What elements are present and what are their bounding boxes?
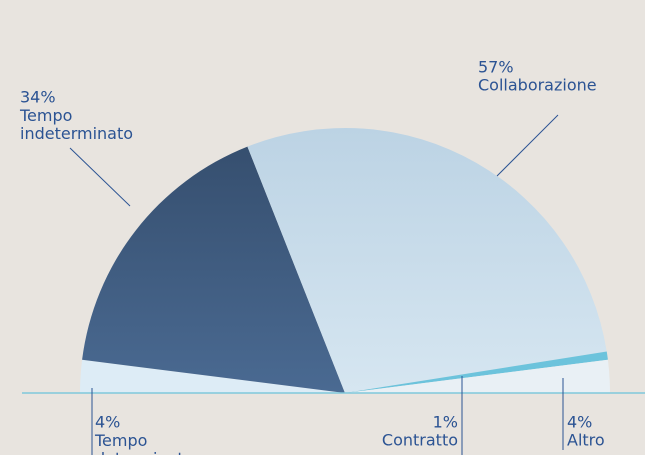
slice: [82, 146, 346, 393]
value-label: 4%: [95, 413, 120, 432]
value-label: 34%: [20, 88, 56, 107]
slice: [345, 359, 610, 393]
slices: [80, 127, 610, 394]
category-label: Tempo indeterminato: [19, 106, 133, 143]
category-label: Collaborazione: [478, 76, 597, 95]
leader-line: [496, 114, 559, 177]
slice: [345, 351, 608, 393]
category-label: Altro: [567, 431, 605, 450]
value-label: 4%: [567, 413, 592, 432]
category-label: Contratto: [382, 431, 458, 450]
value-label: 1%: [433, 413, 458, 432]
slice: [247, 127, 607, 394]
value-label: 57%: [478, 58, 514, 77]
leader-line: [69, 147, 131, 207]
slice: [80, 359, 345, 393]
category-label: Tempodeterminato: [94, 431, 193, 455]
labels: 4%Tempodeterminato34%Tempoindeterminato5…: [19, 58, 605, 455]
